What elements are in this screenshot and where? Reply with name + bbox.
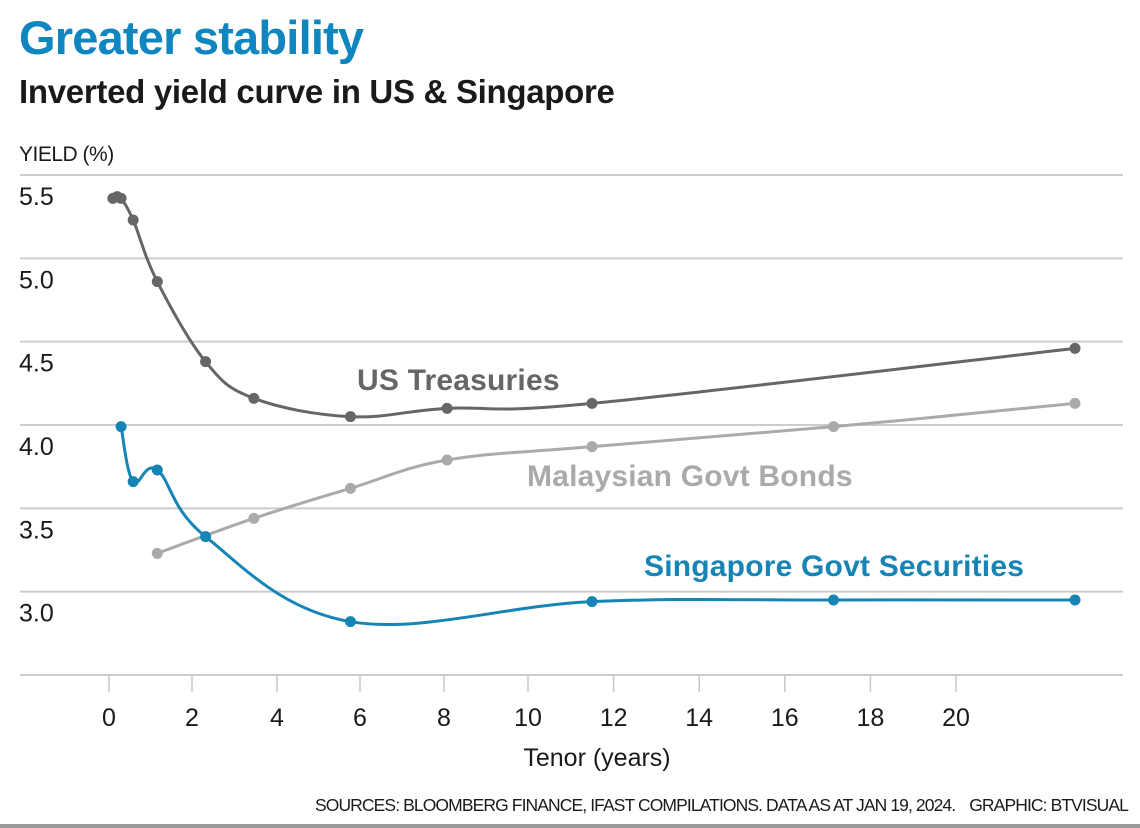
series-line bbox=[111, 194, 1077, 419]
sources-note: SOURCES: BLOOMBERG FINANCE, IFAST COMPIL… bbox=[314, 795, 956, 815]
data-point bbox=[345, 482, 356, 494]
data-point bbox=[115, 421, 127, 433]
y-tick-label: 4.5 bbox=[19, 350, 54, 378]
graphic-credit: GRAPHIC: BTVISUAL bbox=[969, 795, 1129, 815]
x-tick-label: 2 bbox=[185, 704, 199, 732]
footer: SOURCES: BLOOMBERG FINANCE, IFAST COMPIL… bbox=[314, 795, 1129, 816]
series-malaysian-govt-bonds bbox=[151, 397, 1081, 559]
data-point bbox=[127, 476, 139, 488]
x-tick-label: 16 bbox=[771, 704, 799, 732]
series-singapore-govt-securities bbox=[115, 421, 1081, 628]
bottom-rule bbox=[0, 824, 1140, 828]
chart-title: Greater stability bbox=[19, 11, 364, 64]
x-ticks: 0 2 4 6 8 10 12 14 16 18 20 bbox=[102, 676, 970, 732]
data-point bbox=[441, 402, 453, 414]
data-point bbox=[151, 547, 163, 559]
x-tick-label: 14 bbox=[685, 704, 713, 732]
x-tick-label: 10 bbox=[514, 704, 542, 732]
series-labels: US Treasuries Malaysian Govt Bonds Singapo… bbox=[357, 364, 1024, 583]
series-label-us-treasuries: US Treasuries bbox=[357, 364, 560, 397]
y-tick-label: 5.5 bbox=[19, 183, 54, 211]
data-point bbox=[828, 594, 839, 606]
data-point bbox=[1069, 342, 1081, 354]
x-tick-label: 4 bbox=[270, 704, 284, 732]
data-point bbox=[248, 392, 260, 404]
data-point bbox=[441, 454, 453, 466]
x-tick-label: 18 bbox=[856, 704, 884, 732]
yield-curve-chart: 3.0 3.5 4.0 4.5 5.0 5.5 0 2 4 6 8 10 12 14 16 18 20 US … bbox=[19, 174, 1123, 772]
chart-subtitle: Inverted yield curve in US & Singapore bbox=[19, 73, 615, 110]
x-tick-label: 20 bbox=[942, 704, 970, 732]
data-point bbox=[115, 192, 127, 204]
data-point bbox=[345, 616, 356, 628]
series-label-singapore-govt-securities: Singapore Govt Securities bbox=[644, 550, 1024, 583]
data-point bbox=[127, 214, 139, 226]
series-label-malaysian-govt-bonds: Malaysian Govt Bonds bbox=[527, 460, 853, 493]
series-lines bbox=[107, 191, 1081, 628]
data-point bbox=[586, 397, 598, 409]
data-point bbox=[1069, 594, 1081, 606]
y-tick-labels: 3.0 3.5 4.0 4.5 5.0 5.5 bbox=[19, 183, 54, 628]
y-tick-label: 4.0 bbox=[19, 433, 54, 461]
y-axis-label: YIELD (%) bbox=[19, 143, 114, 166]
data-point bbox=[248, 512, 260, 524]
series-line bbox=[155, 401, 1077, 555]
data-point bbox=[151, 276, 163, 288]
series-line bbox=[119, 425, 1077, 627]
data-point bbox=[151, 464, 163, 476]
y-tick-label: 3.0 bbox=[19, 600, 54, 628]
x-tick-label: 12 bbox=[600, 704, 628, 732]
y-tick-label: 5.0 bbox=[19, 266, 54, 294]
gridlines bbox=[20, 174, 1123, 676]
x-tick-label: 6 bbox=[353, 704, 367, 732]
data-point bbox=[1069, 397, 1081, 409]
data-point bbox=[345, 411, 356, 423]
y-tick-label: 3.5 bbox=[19, 516, 54, 544]
x-axis-label: Tenor (years) bbox=[523, 744, 670, 772]
data-point bbox=[586, 596, 598, 608]
x-tick-label: 0 bbox=[102, 704, 116, 732]
data-point bbox=[200, 356, 212, 368]
x-tick-label: 8 bbox=[437, 704, 451, 732]
data-point bbox=[586, 441, 598, 453]
series-us-treasuries bbox=[107, 191, 1081, 423]
data-point bbox=[828, 421, 839, 433]
data-point bbox=[200, 531, 212, 543]
